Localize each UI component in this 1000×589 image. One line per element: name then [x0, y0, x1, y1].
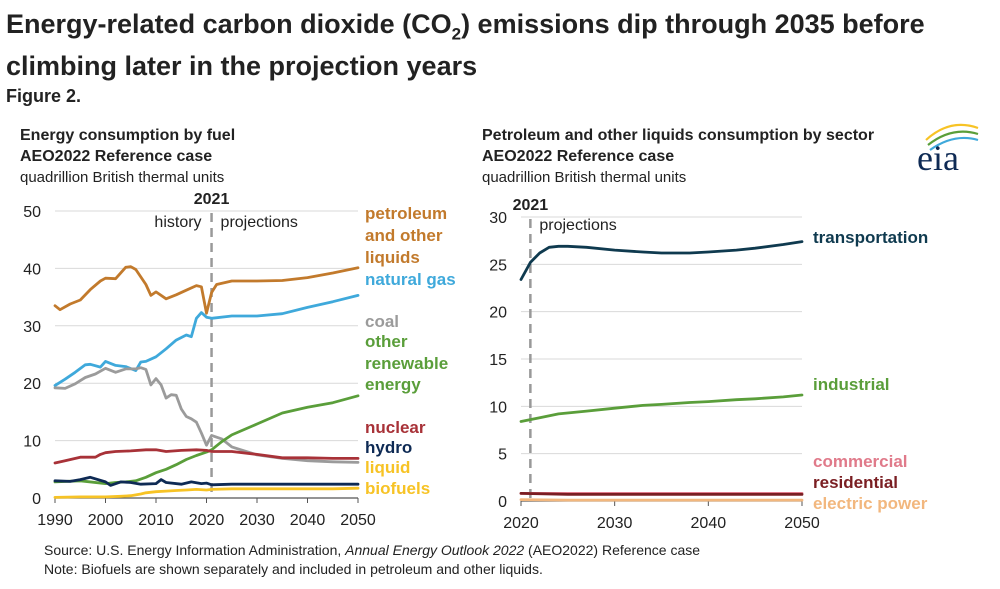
y-tick-label: 30 [489, 210, 507, 227]
x-tick-label: 2020 [503, 515, 539, 532]
left-chart-title: Energy consumption by fuel [20, 127, 236, 144]
series-line-coal [53, 366, 360, 464]
left-chart-header: Energy consumption by fuel AEO2022 Refer… [20, 125, 235, 188]
projections-label: projections [221, 214, 298, 231]
title-subscript: 2 [451, 24, 462, 44]
y-tick-label: 10 [23, 434, 41, 451]
series-label-petroleum: petroleum [365, 204, 447, 223]
y-tick-label: 0 [32, 491, 41, 508]
source-prefix: Source: U.S. Energy Information Administ… [44, 542, 346, 558]
x-tick-label: 1990 [37, 512, 73, 529]
series-line-residential [519, 491, 804, 496]
y-tick-label: 20 [23, 376, 41, 393]
chart-1: 0 5 10 15 20 25 30 2020 2030 2040 2050 2021 projecti… [489, 197, 928, 532]
y-tick-label: 20 [489, 305, 507, 322]
series-label-commercial: commercial [813, 452, 908, 471]
y-tick-label: 40 [23, 261, 41, 278]
series-label-nuclear: nuclear [365, 418, 426, 437]
series-label-renewable: renewable [365, 354, 448, 373]
x-tick-label: 2040 [290, 512, 326, 529]
series-line-biofuels [53, 486, 360, 499]
series-label-industrial: industrial [813, 375, 890, 394]
page-title: Energy-related carbon dioxide (CO2) emis… [6, 8, 966, 83]
x-tick-label: 2020 [189, 512, 225, 529]
right-chart-title: Petroleum and other liquids consumption … [482, 127, 875, 144]
x-tick-label: 2010 [138, 512, 174, 529]
x-tick-label: 2050 [340, 512, 376, 529]
y-tick-label: 50 [23, 204, 41, 221]
series-line-electric-power [519, 498, 804, 502]
x-tick-label: 2040 [691, 515, 727, 532]
left-chart-units: quadrillion British thermal units [20, 169, 225, 186]
source-note: Source: U.S. Energy Information Administ… [44, 542, 700, 558]
y-tick-label: 30 [23, 319, 41, 336]
series-line-nuclear [53, 448, 360, 465]
source-suffix: (AEO2022) Reference case [524, 542, 701, 558]
x-tick-label: 2050 [784, 515, 820, 532]
series-label-renewable: other [365, 332, 408, 351]
title-text-end: ) emissions dip through 2035 before clim… [6, 9, 925, 82]
title-text: Energy-related carbon dioxide (CO [6, 9, 452, 39]
series-line-petroleum [53, 265, 360, 315]
y-tick-label: 15 [489, 352, 507, 369]
source-italic: Annual Energy Outlook 2022 [345, 542, 525, 558]
series-label-renewable: energy [365, 375, 421, 394]
series-label-natural-gas: natural gas [365, 270, 456, 289]
x-tick-label: 2030 [239, 512, 275, 529]
x-tick-label: 2000 [88, 512, 124, 529]
y-tick-label: 5 [498, 447, 507, 464]
series-label-petroleum: liquids [365, 248, 420, 267]
series-label-biofuels: biofuels [365, 479, 430, 498]
biofuels-note: Note: Biofuels are shown separately and … [44, 561, 543, 577]
divider-year-label: 2021 [513, 197, 549, 214]
y-tick-label: 10 [489, 399, 507, 416]
series-label-coal: coal [365, 312, 399, 331]
series-line-renewable [53, 394, 360, 486]
series-label-residential: residential [813, 473, 898, 492]
projections-label: projections [539, 217, 616, 234]
series-label-transportation: transportation [813, 228, 928, 247]
figure-label: Figure 2. [6, 86, 82, 106]
left-chart-subtitle: AEO2022 Reference case [20, 148, 213, 165]
x-tick-label: 2030 [597, 515, 633, 532]
series-label-biofuels: liquid [365, 458, 410, 477]
series-label-petroleum: and other [365, 226, 443, 245]
series-label-electric-power: electric power [813, 494, 928, 513]
series-label-hydro: hydro [365, 438, 412, 457]
divider-year-label: 2021 [194, 191, 230, 208]
right-chart-subtitle: AEO2022 Reference case [482, 148, 675, 165]
right-chart-units: quadrillion British thermal units [482, 169, 687, 186]
series-line-transportation [519, 240, 804, 281]
right-chart-header: Petroleum and other liquids consumption … [482, 125, 874, 188]
y-tick-label: 25 [489, 257, 507, 274]
y-tick-label: 0 [498, 494, 507, 511]
history-label: history [154, 214, 201, 231]
series-line-industrial [519, 393, 804, 423]
series-line-hydro [53, 475, 360, 487]
series-line-natural-gas [53, 293, 360, 387]
